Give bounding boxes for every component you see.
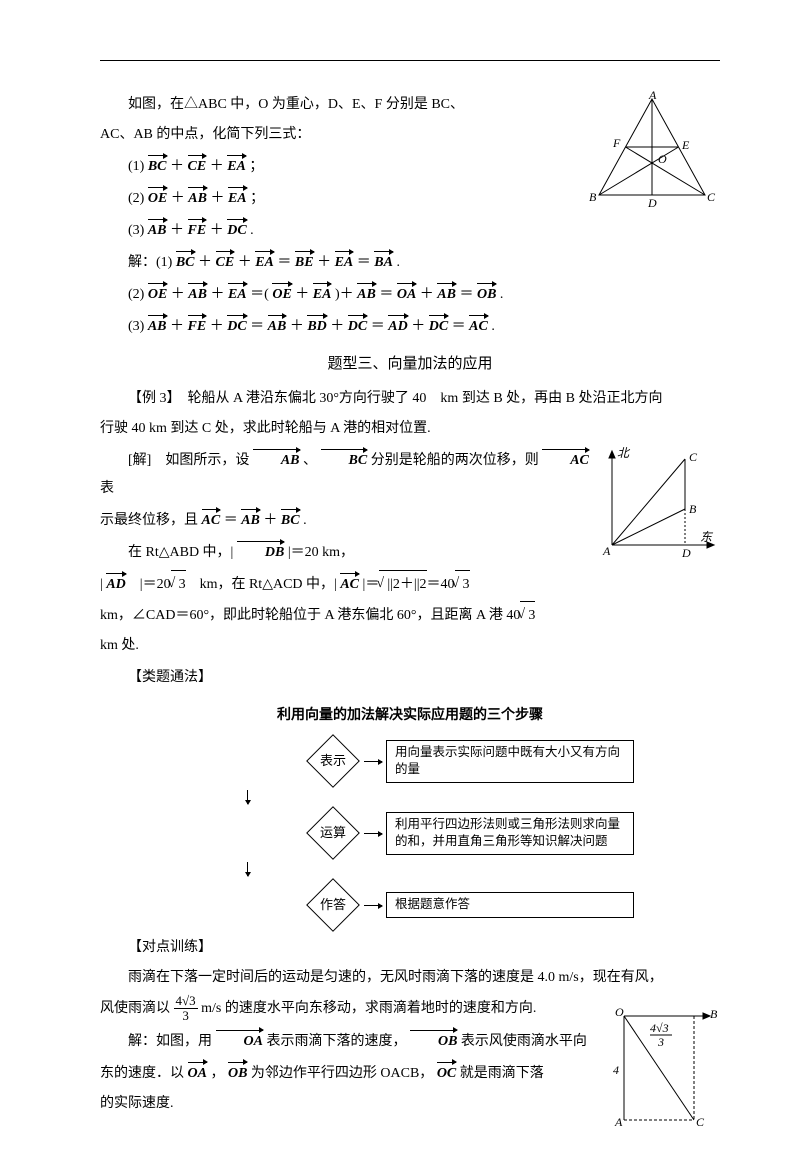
- section-title: 题型三、向量加法的应用: [100, 349, 720, 379]
- svg-text:B: B: [589, 190, 597, 204]
- svg-text:东: 东: [700, 530, 714, 544]
- solution-1: 解：(1) BC ＋ CE ＋ EA ＝ BE ＋ EA ＝ BA .: [100, 247, 720, 277]
- duidian-label: 【对点训练】: [100, 934, 720, 962]
- svg-text:B: B: [710, 1007, 718, 1021]
- svg-text:D: D: [647, 196, 657, 210]
- solution-2: (2) OE ＋ AB ＋ EA ＝( OE ＋ EA )＋ AB ＝ OA ＋…: [100, 279, 720, 309]
- tongfa-label: 【类题通法】: [100, 664, 720, 692]
- svg-text:4√3: 4√3: [650, 1021, 669, 1035]
- svg-text:C: C: [707, 190, 716, 204]
- sol-l6: km 处.: [100, 632, 720, 660]
- flow-step-2: 运算: [306, 806, 360, 860]
- svg-text:O: O: [615, 1005, 624, 1019]
- example3-cont: 行驶 40 km 到达 C 处，求此时轮船与 A 港的相对位置.: [100, 415, 720, 443]
- flow-title: 利用向量的加法解决实际应用题的三个步骤: [100, 702, 720, 730]
- example3: 【例 3】 轮船从 A 港沿东偏北 30°方向行驶了 40 km 到达 B 处，…: [100, 385, 720, 413]
- flow-step-1: 表示: [306, 734, 360, 788]
- svg-text:D: D: [681, 546, 691, 560]
- rain-figure: O B A C 4 4√3 3: [610, 1004, 720, 1145]
- svg-text:C: C: [689, 450, 698, 464]
- svg-text:E: E: [681, 138, 690, 152]
- triangle-centroid-figure: A B C D E F O: [585, 91, 720, 222]
- ship-figure: 北 东 A B C D: [600, 445, 720, 576]
- rain-l1: 雨滴在下落一定时间后的运动是匀速的，无风时雨滴下落的速度是 4.0 m/s，现在…: [100, 964, 720, 992]
- svg-text:F: F: [612, 136, 621, 150]
- sol-l5: km，∠CAD＝60°，即此时轮船位于 A 港东偏北 60°，且距离 A 港 4…: [100, 601, 720, 630]
- svg-text:4: 4: [613, 1063, 619, 1077]
- flowchart: 表示 用向量表示实际问题中既有大小又有方向的量 运算 利用平行四边形法则或三角形…: [220, 734, 720, 932]
- flow-step-3: 作答: [306, 878, 360, 932]
- svg-text:C: C: [696, 1115, 705, 1129]
- svg-text:B: B: [689, 502, 697, 516]
- svg-text:A: A: [602, 544, 611, 558]
- svg-text:A: A: [614, 1115, 623, 1129]
- solution-3: (3) AB ＋ FE ＋ DC ＝ AB ＋ BD ＋ DC ＝ AD ＋ D…: [100, 311, 720, 341]
- svg-text:3: 3: [657, 1035, 664, 1049]
- svg-text:北: 北: [617, 446, 631, 460]
- svg-text:O: O: [658, 152, 667, 166]
- svg-text:A: A: [648, 91, 657, 102]
